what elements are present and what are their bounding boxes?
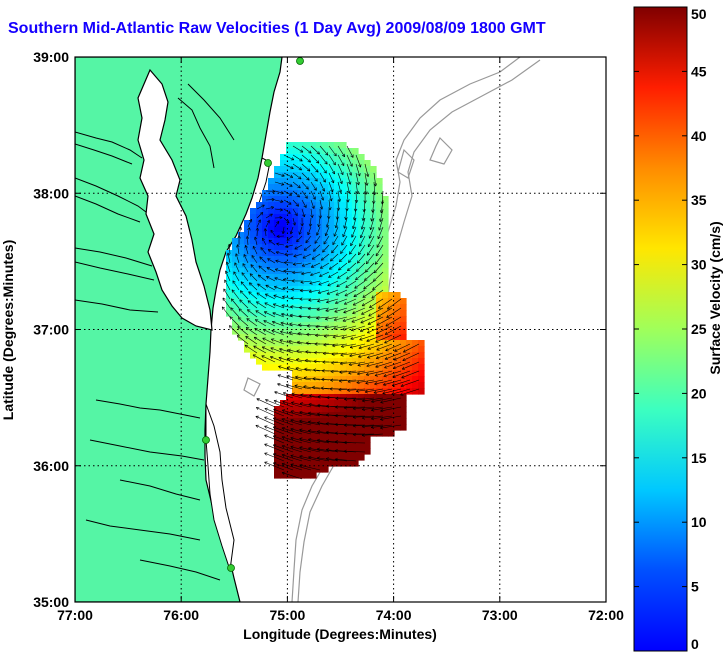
radar-station (264, 159, 272, 167)
plot-title: Southern Mid-Atlantic Raw Velocities (1 … (8, 20, 546, 37)
colorbar-tick-label: 50 (691, 6, 707, 22)
x-tick-label: 74:00 (376, 607, 412, 623)
radar-stations (202, 57, 304, 572)
grid-lines (75, 57, 606, 602)
y-ticks: 39:00 38:00 37:00 36:00 35:00 (33, 49, 606, 610)
colorbar-tick-label: 35 (691, 192, 707, 208)
x-tick-label: 76:00 (163, 607, 199, 623)
x-tick-label: 77:00 (57, 607, 93, 623)
x-tick-label: 75:00 (269, 607, 305, 623)
colorbar-label: Surface Velocity (cm/s) (707, 221, 723, 374)
colorbar-tick-label: 10 (691, 514, 707, 530)
y-tick-label: 38:00 (33, 185, 69, 201)
y-tick-label: 35:00 (33, 594, 69, 610)
colorbar-tick-label: 5 (691, 579, 699, 595)
y-tick-label: 36:00 (33, 458, 69, 474)
x-tick-label: 72:00 (588, 607, 624, 623)
colorbar-tick-label: 25 (691, 321, 707, 337)
colorbar-tick-label: 40 (691, 128, 707, 144)
colorbar-tick-label: 45 (691, 63, 707, 79)
colorbar-tick-label: 30 (691, 257, 707, 273)
x-axis-label: Longitude (Degrees:Minutes) (243, 626, 437, 642)
colorbar (633, 6, 688, 652)
river-inlets (75, 83, 235, 581)
chesapeake-bay (137, 68, 213, 331)
radar-station (202, 436, 210, 444)
current-vectors (221, 145, 420, 480)
radar-station (227, 564, 235, 572)
y-tick-label: 37:00 (33, 322, 69, 338)
colorbar-tick-label: 20 (691, 385, 707, 401)
x-ticks: 77:00 76:00 75:00 74:00 73:00 72:00 (57, 57, 624, 623)
radar-station (296, 57, 304, 65)
y-axis-label: Latitude (Degrees:Minutes) (0, 240, 16, 420)
colorbar-ticks: 0 5 10 15 20 25 30 35 40 45 50 (634, 6, 707, 652)
colorbar-tick-label: 15 (691, 450, 707, 466)
y-tick-label: 39:00 (33, 49, 69, 65)
colorbar-tick-label: 0 (691, 636, 699, 652)
x-tick-label: 73:00 (482, 607, 518, 623)
